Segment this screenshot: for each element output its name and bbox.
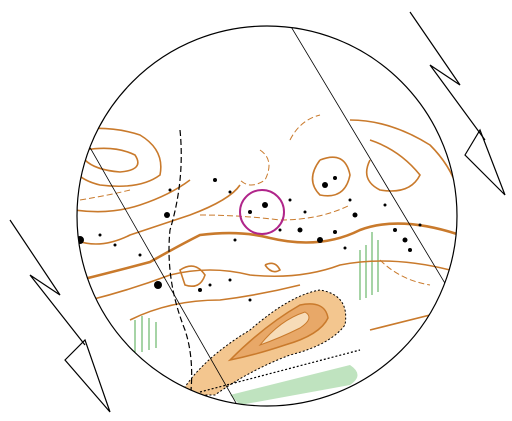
boulders <box>77 176 422 302</box>
control-circle <box>239 189 285 235</box>
north-arrow <box>409 11 506 196</box>
map-content <box>77 26 457 406</box>
north-arrow <box>9 219 111 413</box>
green-area <box>230 365 358 405</box>
boundary <box>199 349 361 393</box>
green-hatching <box>134 232 379 355</box>
magnetic-line <box>289 26 456 301</box>
magnetic-line <box>79 129 241 406</box>
hilltop <box>258 311 310 347</box>
map-frame <box>76 25 458 407</box>
footpath <box>168 129 193 401</box>
